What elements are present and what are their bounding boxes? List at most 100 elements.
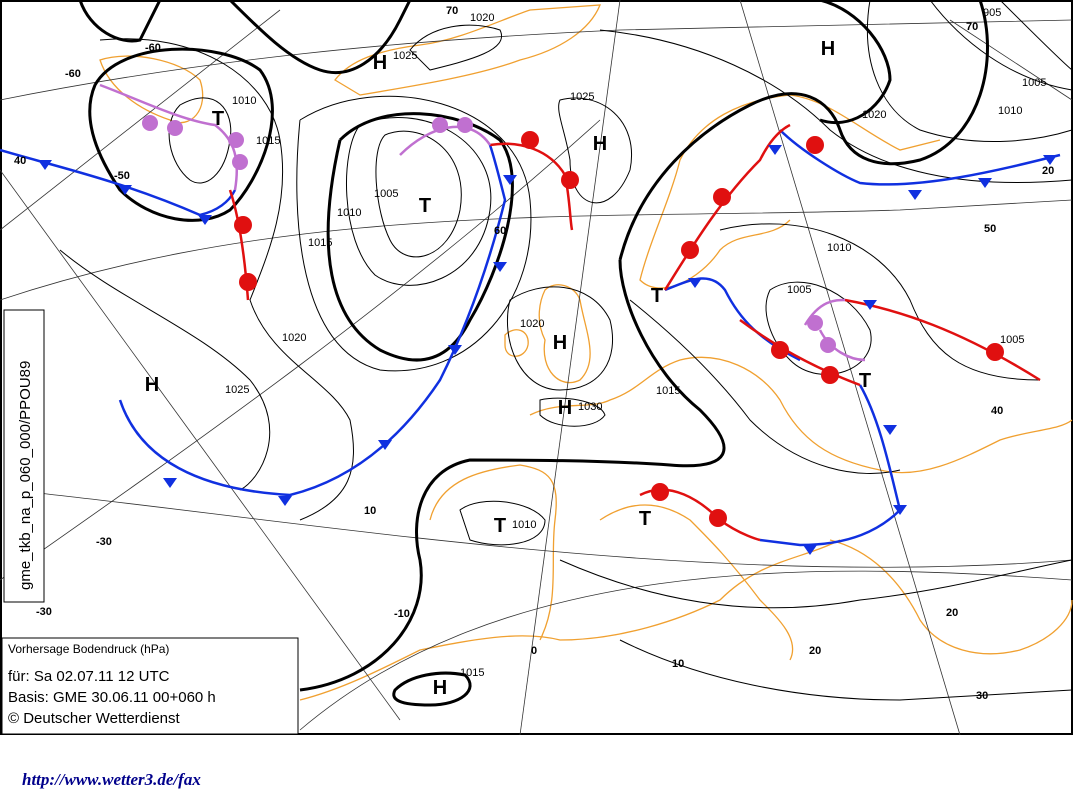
front-symbol — [118, 185, 132, 195]
pressure-center: T — [639, 508, 651, 530]
isobar — [629, 299, 901, 474]
front-symbol — [503, 175, 517, 185]
isobar-label: 1020 — [470, 12, 494, 24]
front-symbol — [234, 216, 252, 234]
isobar-label: 1010 — [232, 95, 256, 107]
isobar-label: 1020 — [282, 332, 306, 344]
isobar-thick — [819, 0, 892, 125]
front-symbol — [986, 343, 1004, 361]
front-symbol — [883, 425, 897, 435]
front-symbol — [561, 171, 579, 189]
front-symbol — [228, 132, 244, 148]
front-symbol — [167, 120, 183, 136]
grid-label: 10 — [364, 505, 376, 517]
grid-label: 60 — [494, 225, 506, 237]
coastline — [334, 4, 601, 96]
warm-front — [844, 298, 1041, 382]
isobar-thick — [228, 0, 412, 75]
cold-front — [0, 148, 237, 217]
grid-line — [949, 19, 1073, 101]
front-symbol — [1043, 155, 1057, 165]
grid-label: 40 — [14, 155, 26, 167]
warm-front — [739, 318, 861, 387]
isobar — [999, 0, 1073, 71]
isobar — [866, 0, 1073, 142]
grid-label: 20 — [946, 607, 958, 619]
isobar — [168, 97, 232, 184]
isobar — [409, 24, 503, 71]
front-symbol — [806, 136, 824, 154]
grid-line — [299, 570, 1073, 731]
isobar-label: 1005 — [374, 188, 398, 200]
grid-label: 70 — [446, 5, 458, 17]
isobar-label: 1030 — [578, 401, 602, 413]
isobar — [599, 29, 1073, 184]
front-symbol — [709, 509, 727, 527]
grid-label: -10 — [394, 608, 410, 620]
grid-label: 10 — [672, 658, 684, 670]
coastline — [99, 55, 204, 124]
grid-label: -60 — [65, 68, 81, 80]
isobar-label: 905 — [983, 7, 1001, 19]
isobar — [539, 397, 606, 427]
side-label-box — [3, 309, 45, 603]
map-frame — [0, 0, 1073, 735]
grid-label: -50 — [114, 170, 130, 182]
grid-line — [519, 0, 621, 736]
isobar-label: 1010 — [337, 207, 361, 219]
coastline — [538, 284, 591, 384]
front-symbol — [163, 478, 177, 488]
isobar-label: 1005 — [787, 284, 811, 296]
cold-front — [118, 144, 507, 497]
cold-front — [664, 277, 801, 362]
grid-label: -30 — [36, 606, 52, 618]
warm-front — [663, 123, 791, 291]
info-line: Basis: GME 30.06.11 00+060 h — [8, 689, 216, 706]
pressure-center: H — [593, 133, 607, 155]
isobar — [559, 559, 1073, 609]
front-symbol — [239, 273, 257, 291]
isobar-label: 1005 — [1022, 77, 1046, 89]
info-box — [1, 637, 299, 735]
front-symbol — [688, 278, 702, 288]
pressure-center: H — [821, 38, 835, 60]
grid-label: -30 — [96, 536, 112, 548]
occluded-front — [399, 125, 492, 156]
pressure-center: H — [145, 374, 159, 396]
coastline — [829, 539, 1073, 655]
front-symbol — [821, 366, 839, 384]
coastline — [429, 464, 557, 641]
front-symbol — [432, 117, 448, 133]
isobar-label: 1015 — [256, 135, 280, 147]
pressure-center: T — [212, 108, 224, 130]
grid-line — [0, 119, 601, 581]
info-line: © Deutscher Wetterdienst — [8, 710, 181, 727]
isobar — [296, 95, 532, 372]
grid-line — [0, 19, 1073, 101]
isobar — [929, 0, 1073, 91]
front-symbol — [820, 337, 836, 353]
isobar — [99, 38, 354, 521]
coastline — [529, 356, 1073, 474]
grid-label: 20 — [1042, 165, 1054, 177]
isobar-label: 1015 — [460, 667, 484, 679]
isobar-thick — [88, 47, 274, 222]
isobar-label: 1010 — [998, 105, 1022, 117]
isobar-label: 1025 — [570, 91, 594, 103]
isobar-label: 1025 — [393, 50, 417, 62]
isobar-label: 1020 — [862, 109, 886, 121]
isobar-thick — [78, 0, 162, 43]
front-symbol — [681, 241, 699, 259]
grid-line — [739, 0, 961, 736]
front-symbol — [448, 345, 462, 355]
isobar — [558, 97, 632, 204]
grid-label: 20 — [809, 645, 821, 657]
pressure-center: H — [558, 397, 572, 419]
front-symbol — [893, 505, 907, 515]
isobar-label: 1005 — [1000, 334, 1024, 346]
coastline — [504, 329, 529, 357]
isobar-label: 1015 — [656, 385, 680, 397]
grid-label: 50 — [984, 223, 996, 235]
